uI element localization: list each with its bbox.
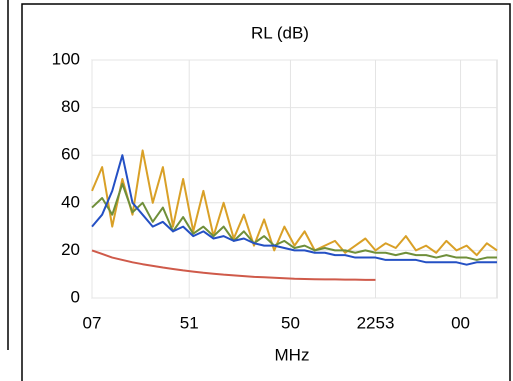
frame: [21, 3, 511, 381]
x-tick-label: 51: [180, 313, 199, 332]
series-line: [91, 249, 376, 281]
series-line: [91, 182, 497, 261]
x-tick-label: 07: [83, 313, 102, 332]
series-line: [91, 154, 497, 266]
y-tick-label: 80: [61, 97, 80, 116]
x-tick-label: 50: [281, 313, 300, 332]
y-tick-label: 60: [61, 145, 80, 164]
y-tick-label: 100: [52, 49, 80, 68]
y-tick-label: 20: [61, 240, 80, 259]
chart-title: RL (dB): [251, 23, 309, 42]
x-axis-label: MHz: [275, 345, 310, 364]
x-tick-label: 00: [451, 313, 470, 332]
x-tick-label: 2253: [357, 313, 395, 332]
y-tick-label: 40: [61, 192, 80, 211]
y-tick-label: 0: [71, 287, 80, 306]
series-line: [91, 149, 498, 257]
